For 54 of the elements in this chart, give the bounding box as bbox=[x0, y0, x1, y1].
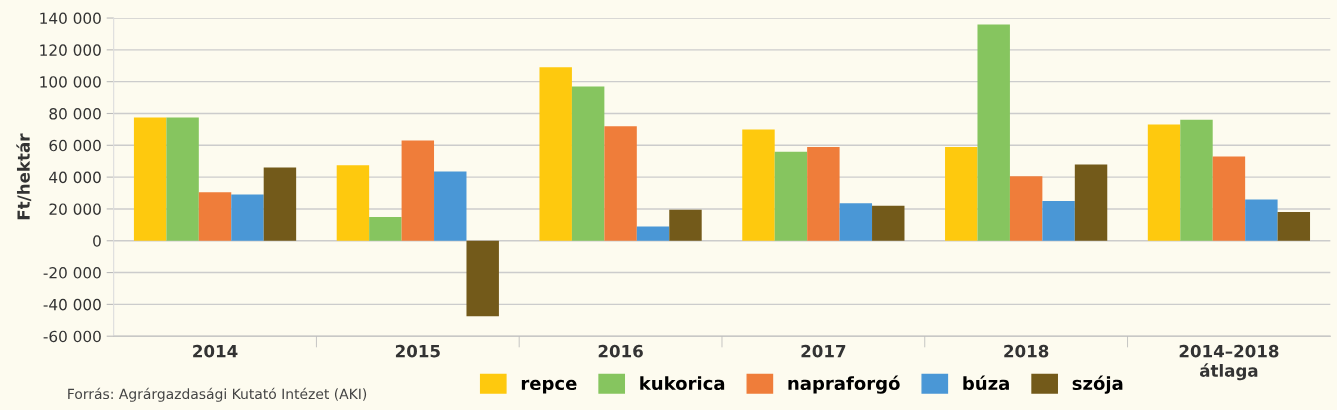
x-tick-label: 2015 bbox=[395, 344, 440, 358]
bar bbox=[945, 146, 978, 241]
y-tick-label: 120 000 bbox=[40, 44, 101, 56]
bar bbox=[401, 140, 435, 241]
bar bbox=[166, 117, 199, 241]
y-tick-label: 40 000 bbox=[49, 171, 101, 184]
bar bbox=[369, 216, 402, 241]
x-tick-label: 2018 bbox=[1004, 344, 1049, 358]
bar bbox=[1147, 124, 1181, 241]
y-tick-label: -20 000 bbox=[43, 267, 101, 279]
bar bbox=[1212, 156, 1246, 241]
y-tick-label: 80 000 bbox=[49, 107, 101, 120]
legend-label: napraforgó bbox=[788, 375, 900, 394]
y-tick-label: 0 bbox=[93, 235, 101, 247]
x-tick-label: 2014 bbox=[193, 344, 238, 358]
bar bbox=[133, 117, 167, 241]
bar bbox=[774, 151, 808, 241]
bar bbox=[807, 146, 840, 241]
text: Forrás: Agrárgazdasági Kutató Intézet (AKI) bbox=[68, 387, 367, 402]
y-tick-label: -60 000 bbox=[43, 330, 101, 343]
legend-label: búza bbox=[963, 375, 1009, 391]
bar bbox=[231, 194, 264, 241]
y-tick-label: 140 000 bbox=[40, 12, 101, 25]
y-tick-label: 60 000 bbox=[49, 139, 101, 152]
bar bbox=[636, 226, 670, 241]
legend-label: kukorica bbox=[640, 376, 725, 391]
y-tick-label: -40 000 bbox=[43, 298, 101, 311]
bar bbox=[604, 126, 637, 241]
bar bbox=[669, 209, 702, 241]
bar bbox=[872, 205, 905, 241]
bar bbox=[263, 167, 297, 241]
bar bbox=[1042, 200, 1075, 241]
bar bbox=[1009, 176, 1043, 241]
bar bbox=[1180, 119, 1213, 241]
bar bbox=[571, 86, 605, 241]
bar bbox=[198, 192, 232, 241]
legend-label: szója bbox=[1072, 375, 1123, 394]
x-tick-label: 2014–2018 átlaga bbox=[1179, 344, 1279, 381]
y-tick-label: 100 000 bbox=[40, 76, 101, 88]
bar bbox=[839, 203, 873, 241]
bar bbox=[1277, 212, 1311, 241]
y-tick-label: 20 000 bbox=[49, 203, 101, 215]
bar bbox=[466, 240, 499, 317]
bar bbox=[977, 24, 1010, 241]
bar bbox=[539, 67, 572, 241]
legend-label: repce bbox=[521, 379, 577, 394]
bar bbox=[434, 171, 467, 241]
bar bbox=[1245, 199, 1278, 241]
bar bbox=[336, 165, 370, 241]
y-axis-title: Ft/hektár bbox=[16, 133, 32, 220]
bar bbox=[1074, 164, 1108, 241]
bar bbox=[742, 129, 775, 241]
x-tick-label: 2017 bbox=[801, 344, 846, 358]
x-tick-label: 2016 bbox=[598, 344, 643, 358]
